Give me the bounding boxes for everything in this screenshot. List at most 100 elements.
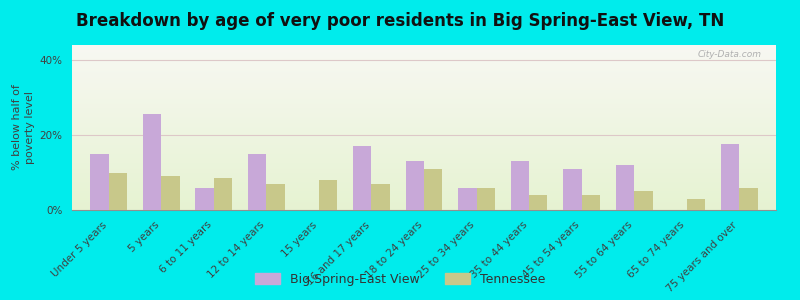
Bar [72, 182, 776, 183]
Bar [72, 74, 776, 75]
Bar [72, 70, 776, 71]
Bar [72, 107, 776, 108]
Bar [72, 171, 776, 172]
Bar [72, 176, 776, 177]
Bar [458, 188, 477, 210]
Bar [686, 199, 705, 210]
Bar [72, 71, 776, 72]
Bar [72, 190, 776, 191]
Bar [72, 192, 776, 193]
Bar [72, 135, 776, 136]
Text: City-Data.com: City-Data.com [698, 50, 762, 59]
Y-axis label: % below half of
poverty level: % below half of poverty level [12, 85, 35, 170]
Bar [72, 118, 776, 119]
Bar [72, 145, 776, 146]
Bar [72, 116, 776, 117]
Bar [72, 165, 776, 166]
Bar [72, 90, 776, 91]
Bar [371, 184, 390, 210]
Bar [72, 68, 776, 69]
Bar [72, 198, 776, 199]
Bar [72, 101, 776, 102]
Bar [72, 118, 776, 119]
Bar [72, 56, 776, 57]
Bar [72, 51, 776, 52]
Bar [72, 122, 776, 123]
Bar [72, 201, 776, 202]
Bar [72, 170, 776, 171]
Bar [72, 186, 776, 187]
Bar [406, 161, 424, 210]
Bar [109, 172, 127, 210]
Bar [72, 169, 776, 170]
Bar [72, 54, 776, 55]
Bar [72, 119, 776, 120]
Bar [72, 86, 776, 87]
Bar [72, 136, 776, 137]
Bar [72, 177, 776, 178]
Bar [72, 88, 776, 89]
Bar [72, 144, 776, 145]
Bar [72, 91, 776, 92]
Bar [72, 155, 776, 156]
Bar [72, 104, 776, 105]
Legend: Big Spring-East View, Tennessee: Big Spring-East View, Tennessee [250, 268, 550, 291]
Bar [214, 178, 232, 210]
Bar [72, 111, 776, 112]
Bar [72, 84, 776, 85]
Bar [72, 140, 776, 141]
Bar [72, 163, 776, 164]
Bar [72, 169, 776, 170]
Bar [72, 196, 776, 197]
Bar [162, 176, 180, 210]
Bar [72, 161, 776, 162]
Bar [72, 100, 776, 101]
Bar [353, 146, 371, 210]
Bar [72, 158, 776, 159]
Bar [72, 62, 776, 63]
Bar [72, 143, 776, 144]
Bar [72, 187, 776, 188]
Bar [72, 207, 776, 208]
Bar [72, 59, 776, 60]
Bar [72, 110, 776, 111]
Bar [72, 53, 776, 54]
Bar [72, 202, 776, 203]
Bar [72, 97, 776, 98]
Bar [72, 149, 776, 150]
Bar [72, 73, 776, 74]
Bar [72, 154, 776, 155]
Bar [72, 99, 776, 100]
Bar [72, 173, 776, 174]
Bar [72, 184, 776, 185]
Bar [72, 85, 776, 86]
Bar [72, 63, 776, 64]
Bar [72, 179, 776, 180]
Bar [72, 92, 776, 93]
Bar [72, 83, 776, 84]
Bar [72, 105, 776, 106]
Bar [72, 48, 776, 49]
Bar [72, 208, 776, 209]
Bar [72, 89, 776, 90]
Bar [72, 96, 776, 97]
Bar [143, 114, 162, 210]
Bar [72, 156, 776, 157]
Bar [72, 109, 776, 110]
Bar [529, 195, 547, 210]
Bar [72, 98, 776, 99]
Bar [72, 121, 776, 122]
Bar [563, 169, 582, 210]
Bar [72, 61, 776, 62]
Bar [72, 180, 776, 181]
Bar [72, 103, 776, 104]
Bar [266, 184, 285, 210]
Bar [72, 85, 776, 86]
Bar [72, 125, 776, 126]
Bar [72, 193, 776, 194]
Bar [72, 130, 776, 131]
Bar [90, 154, 109, 210]
Bar [72, 195, 776, 196]
Bar [72, 191, 776, 192]
Bar [72, 175, 776, 176]
